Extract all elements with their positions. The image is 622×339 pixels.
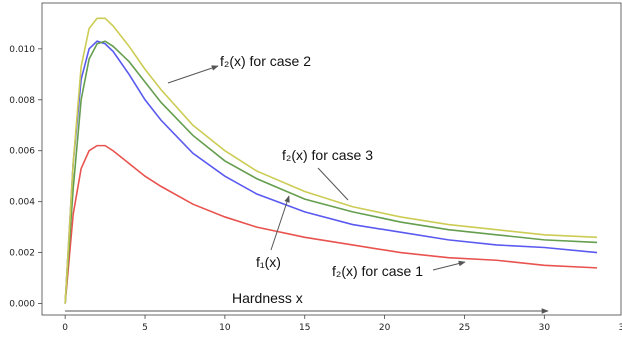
line-series [64, 144, 598, 304]
y-tick-label: 0.000 [9, 300, 35, 310]
line-series [64, 17, 598, 304]
annotation-arrow [432, 260, 466, 271]
y-tick-label: 0.002 [9, 249, 35, 259]
annotation-arrow [270, 195, 290, 251]
annotation: f₂(x) for case 1 [332, 263, 423, 279]
annotation: Hardness x [232, 290, 303, 306]
x-tick-label: 5 [142, 323, 148, 333]
annotation-arrow [167, 65, 219, 84]
annotation-arrow [317, 167, 349, 201]
x-tick-label: 10 [219, 323, 231, 333]
x-tick-label: 35 [618, 323, 622, 333]
x-tick-label: 25 [459, 323, 470, 333]
x-tick-label: 30 [539, 323, 551, 333]
line-series [64, 40, 598, 304]
annotation: f₂(x) for case 2 [220, 53, 311, 69]
y-tick-label: 0.006 [9, 147, 35, 157]
annotation: f₁(x) [256, 254, 281, 270]
y-tick-label: 0.008 [9, 96, 35, 106]
plot-frame [41, 2, 622, 316]
x-tick-label: 0 [62, 323, 68, 333]
y-tick-label: 0.004 [9, 198, 35, 208]
annotation: f₂(x) for case 3 [282, 147, 373, 163]
line-series [64, 40, 598, 304]
y-tick-label: 0.010 [9, 45, 35, 55]
x-tick-label: 20 [379, 323, 391, 333]
x-tick-label: 15 [299, 323, 310, 333]
